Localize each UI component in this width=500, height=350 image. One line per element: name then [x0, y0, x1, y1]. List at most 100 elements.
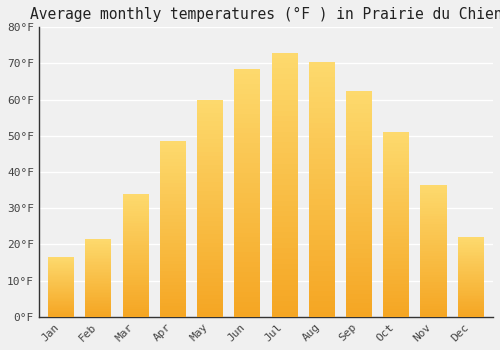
Bar — [48, 290, 74, 292]
Bar — [122, 287, 148, 290]
Bar — [122, 209, 148, 211]
Bar — [48, 287, 74, 288]
Bar — [272, 290, 297, 296]
Bar — [346, 222, 372, 226]
Bar — [272, 158, 297, 163]
Bar — [48, 281, 74, 282]
Bar — [420, 288, 446, 290]
Bar — [383, 202, 409, 206]
Bar — [346, 217, 372, 222]
Bar — [86, 296, 112, 298]
Bar — [197, 212, 223, 217]
Bar — [458, 259, 483, 261]
Bar — [197, 147, 223, 152]
Bar — [197, 304, 223, 308]
Bar — [122, 262, 148, 265]
Bar — [272, 238, 297, 243]
Bar — [458, 262, 483, 264]
Bar — [234, 287, 260, 292]
Bar — [48, 295, 74, 296]
Bar — [346, 249, 372, 253]
Bar — [197, 169, 223, 174]
Bar — [86, 254, 112, 256]
Bar — [458, 298, 483, 299]
Bar — [160, 271, 186, 275]
Bar — [234, 267, 260, 272]
Bar — [458, 277, 483, 279]
Bar — [420, 211, 446, 214]
Bar — [346, 244, 372, 249]
Bar — [272, 301, 297, 306]
Bar — [160, 152, 186, 155]
Bar — [420, 303, 446, 306]
Bar — [420, 185, 446, 187]
Bar — [458, 315, 483, 317]
Bar — [458, 269, 483, 271]
Bar — [48, 265, 74, 267]
Bar — [383, 184, 409, 188]
Bar — [86, 289, 112, 290]
Bar — [48, 279, 74, 280]
Bar — [234, 272, 260, 277]
Bar — [122, 250, 148, 253]
Bar — [346, 240, 372, 244]
Bar — [197, 265, 223, 269]
Bar — [197, 286, 223, 291]
Bar — [86, 298, 112, 300]
Bar — [458, 267, 483, 269]
Bar — [272, 79, 297, 84]
Bar — [234, 208, 260, 213]
Bar — [420, 230, 446, 232]
Bar — [234, 193, 260, 198]
Bar — [420, 264, 446, 267]
Bar — [197, 260, 223, 265]
Bar — [308, 154, 335, 159]
Bar — [122, 216, 148, 218]
Bar — [272, 63, 297, 69]
Bar — [272, 74, 297, 79]
Bar — [383, 273, 409, 276]
Bar — [122, 199, 148, 201]
Bar — [48, 270, 74, 271]
Bar — [272, 169, 297, 174]
Bar — [197, 308, 223, 313]
Bar — [383, 276, 409, 280]
Bar — [308, 281, 335, 286]
Bar — [458, 244, 483, 245]
Bar — [160, 268, 186, 271]
Bar — [160, 292, 186, 296]
Bar — [308, 164, 335, 169]
Bar — [346, 168, 372, 172]
Bar — [272, 312, 297, 317]
Bar — [272, 195, 297, 201]
Bar — [160, 250, 186, 254]
Bar — [272, 105, 297, 111]
Bar — [234, 108, 260, 113]
Bar — [272, 185, 297, 190]
Bar — [308, 97, 335, 103]
Bar — [197, 121, 223, 126]
Bar — [122, 243, 148, 245]
Bar — [420, 209, 446, 211]
Bar — [197, 234, 223, 239]
Bar — [383, 258, 409, 261]
Bar — [86, 307, 112, 309]
Bar — [458, 253, 483, 255]
Bar — [197, 191, 223, 195]
Bar — [234, 312, 260, 317]
Bar — [48, 292, 74, 293]
Bar — [197, 104, 223, 108]
Bar — [458, 284, 483, 285]
Bar — [308, 194, 335, 200]
Bar — [86, 258, 112, 259]
Bar — [308, 210, 335, 215]
Bar — [383, 261, 409, 265]
Bar — [234, 168, 260, 173]
Bar — [86, 253, 112, 254]
Bar — [458, 299, 483, 301]
Bar — [160, 141, 186, 145]
Bar — [234, 138, 260, 143]
Bar — [383, 224, 409, 228]
Bar — [122, 204, 148, 206]
Bar — [346, 131, 372, 136]
